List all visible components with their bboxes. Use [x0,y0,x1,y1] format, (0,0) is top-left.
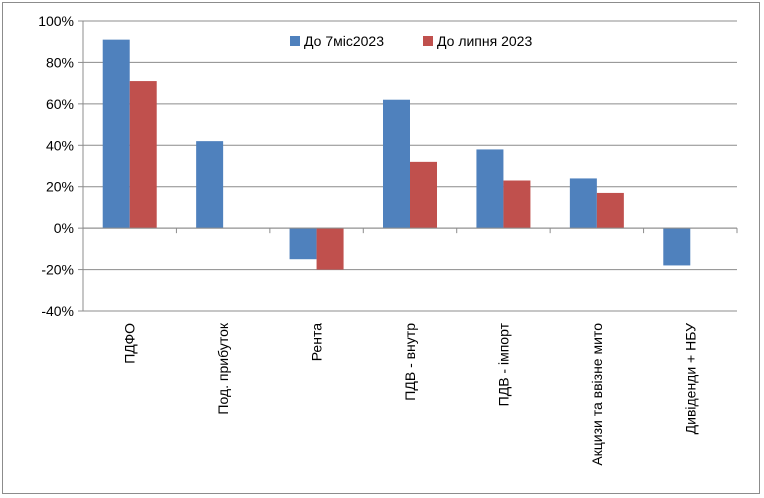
bar-series-2-5 [503,180,531,229]
bar-series-1-3 [289,228,317,260]
x-category-label: ПДВ - імпорт [495,322,511,406]
bar-series-1-7 [663,228,691,266]
x-category-label: Под. прибуток [215,322,231,414]
legend-swatch-series-2 [423,36,433,46]
bar-series-2-4 [410,161,437,229]
bar-series-1-5 [476,149,504,229]
y-tick-label: 60% [46,96,74,112]
bar-series-2-3 [316,228,344,270]
y-tick-label: -20% [41,262,74,278]
bar-series-1-2 [196,141,224,229]
x-category-label: Дивіденди + НБУ [682,323,698,434]
legend: До 7міс2023 До липня 2023 [290,33,532,49]
axes [82,21,738,311]
bar-series-2-6 [596,192,624,229]
x-category-label: ПДВ - внутр [402,323,418,401]
bars [102,39,691,270]
x-category-label: Акцизи та ввізне мито [589,323,605,466]
y-tick-label: 80% [46,54,74,70]
bar-series-1-4 [383,99,410,229]
y-tick-label: 0% [54,220,74,236]
legend-label-series-2: До липня 2023 [437,33,532,49]
legend-label-series-1: До 7міс2023 [304,33,384,49]
y-tick-label: 100% [38,13,74,29]
y-tick-label: -40% [41,303,74,319]
y-tick-label: 20% [46,179,74,195]
bar-series-1-6 [569,178,597,229]
bar-series-1-1 [102,39,130,229]
legend-swatch-series-1 [290,36,300,46]
bar-series-2-1 [129,81,157,229]
x-category-labels: ПДФО Под. прибуток Рента ПДВ - внутр ПДВ - і… [122,322,699,466]
y-tick-labels: 100% 80% 60% 40% 20% 0% -20% -40% [38,13,74,319]
x-category-label: Рента [309,323,325,361]
x-category-label: ПДФО [122,323,138,364]
y-tick-label: 40% [46,137,74,153]
